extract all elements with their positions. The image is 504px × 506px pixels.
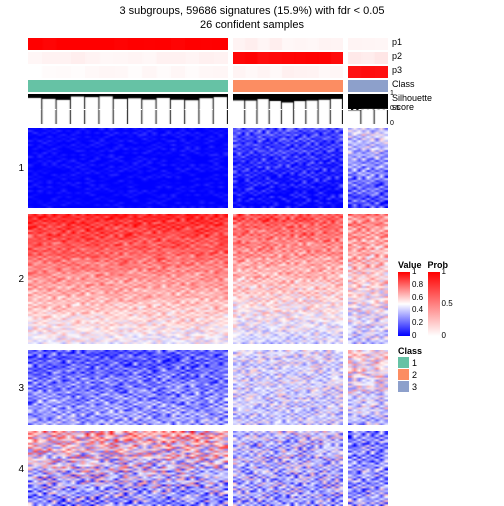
legend-class-item-2: 3 [398, 381, 448, 392]
annot-p2-g2 [348, 52, 388, 64]
grad-prob-ticks-tick-0: 1 [442, 268, 446, 276]
legend-prob: Prob 10.50 [428, 260, 449, 336]
legend-value-gradient: 10.80.60.40.20 [398, 272, 422, 336]
legend-class-label-1: 2 [412, 370, 417, 380]
grad-value-ticks-tick-4: 0.2 [412, 319, 423, 327]
grad-value-ticks-tick-3: 0.4 [412, 306, 423, 314]
grad-prob-ticks-tick-1: 0.5 [442, 300, 453, 308]
heatmap-block-r2-g2 [348, 350, 388, 425]
row-group-label-1: 2 [0, 274, 24, 285]
heatmap-block-r3-g2 [348, 431, 388, 506]
annot-p1-g2 [348, 38, 388, 50]
row-group-label-0: 1 [0, 163, 24, 174]
legend-class-item-1: 2 [398, 369, 448, 380]
heatmap-block-r2-g1 [233, 350, 343, 425]
annot-label-p2: p2 [392, 51, 402, 61]
grad-prob-ticks-tick-2: 0 [442, 332, 446, 340]
annot-p2-g0 [28, 52, 228, 64]
legend-class-swatch-2 [398, 381, 409, 392]
annot-label-p1: p1 [392, 37, 402, 47]
heatmap-block-r0-g2 [348, 128, 388, 208]
heatmap-block-r1-g0 [28, 214, 228, 344]
annot-p1-g0 [28, 38, 228, 50]
annot-p2-g1 [233, 52, 343, 64]
annot-class-g0 [28, 80, 228, 92]
legend-class-label-0: 1 [412, 358, 417, 368]
chart-title: 3 subgroups, 59686 signatures (15.9%) wi… [0, 0, 504, 33]
annot-label-sil-2: score [392, 102, 414, 112]
heatmap-block-r0-g1 [233, 128, 343, 208]
sil-dashline-g1 [233, 109, 343, 110]
main-plot-area: 10.50 [28, 38, 388, 498]
sil-dashline-g0 [28, 109, 228, 110]
legend-class-item-0: 1 [398, 357, 448, 368]
heatmap-block-r3-g1 [233, 431, 343, 506]
sil-tick-2: 0 [390, 120, 394, 127]
heatmap-block-r2-g0 [28, 350, 228, 425]
legend-prob-gradient: 10.50 [428, 272, 449, 336]
heatmap-block-r1-g2 [348, 214, 388, 344]
legend-area: Value 1 0.8 0.6 0.4 0.2 0 Prob 10.50 Class 1 2… [398, 260, 448, 393]
title-line2: 26 confident samples [200, 19, 304, 31]
legend-class: Class 1 2 3 [398, 346, 448, 392]
heatmap-block-r0-g0 [28, 128, 228, 208]
legend-value-title: Value [398, 260, 422, 270]
annot-class-g2 [348, 80, 388, 92]
annot-p1-g1 [233, 38, 343, 50]
grad-value-ticks-tick-1: 0.8 [412, 281, 423, 289]
grad-value-ticks-tick-5: 0 [412, 332, 416, 340]
row-group-label-3: 4 [0, 464, 24, 475]
sil-dashline-g2 [348, 109, 388, 110]
grad-value-ticks-tick-2: 0.6 [412, 294, 423, 302]
annot-label-class: Class [392, 79, 415, 89]
legend-class-swatch-0 [398, 357, 409, 368]
annot-p3-g1 [233, 66, 343, 78]
heatmap-block-r3-g0 [28, 431, 228, 506]
legend-class-label-2: 3 [412, 382, 417, 392]
annot-p3-g2 [348, 66, 388, 78]
annot-label-p3: p3 [392, 65, 402, 75]
annot-class-g1 [233, 80, 343, 92]
title-line1: 3 subgroups, 59686 signatures (15.9%) wi… [119, 5, 384, 17]
row-group-label-2: 3 [0, 383, 24, 394]
legend-value: Value 10.80.60.40.20 [398, 260, 422, 336]
grad-value-ticks-tick-0: 1 [412, 268, 416, 276]
annot-p3-g0 [28, 66, 228, 78]
legend-class-title: Class [398, 346, 448, 356]
legend-class-swatch-1 [398, 369, 409, 380]
heatmap-block-r1-g1 [233, 214, 343, 344]
